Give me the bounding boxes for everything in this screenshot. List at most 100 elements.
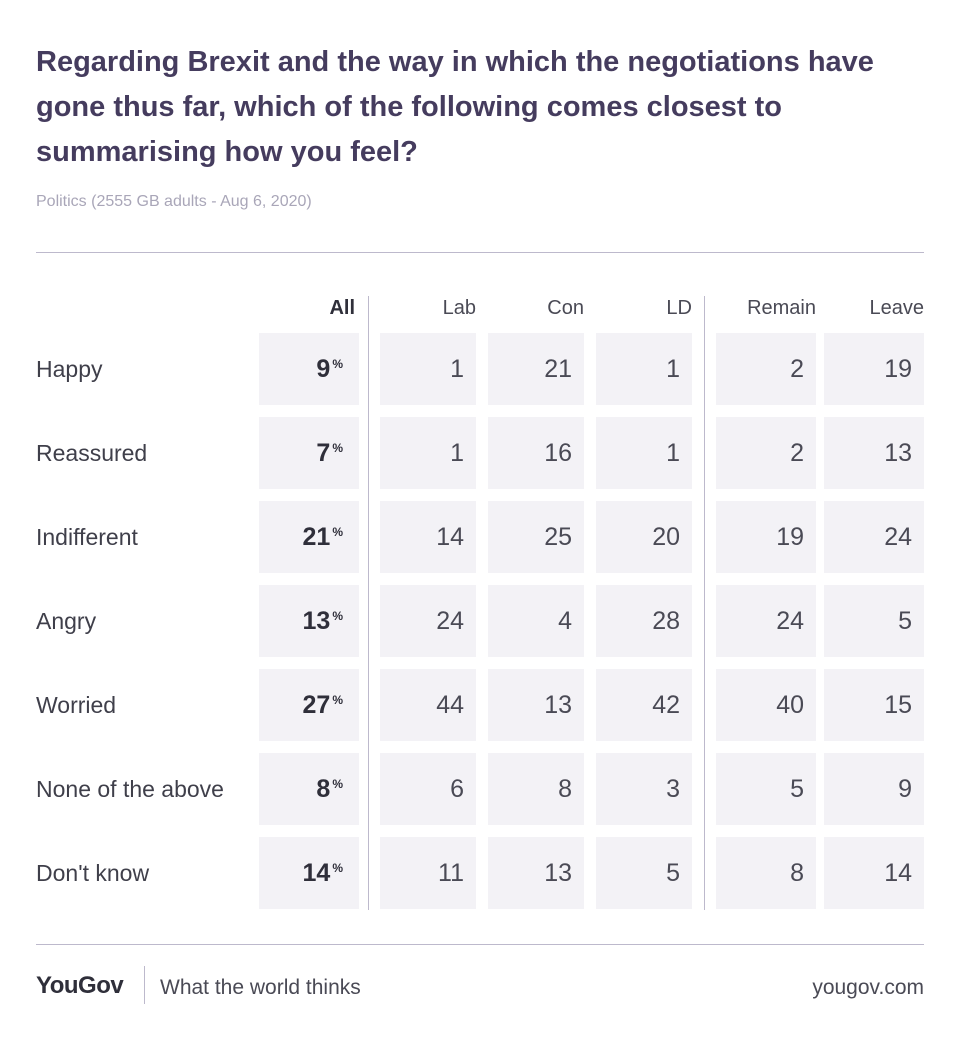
cell-value: 1 [666,354,680,383]
table-cell-con: 16 [488,417,584,489]
table-cell-remain: 40 [716,669,816,741]
cell-value: 24 [884,522,912,551]
row-label: Don't know [36,860,150,886]
cell-value: 4 [558,606,572,635]
column-header-remain: Remain [747,297,816,319]
column-separator-all [368,296,369,910]
table-cell-lab: 44 [380,669,476,741]
column-header-lab: Lab [442,297,476,319]
top-divider [36,252,924,253]
table-cell-con: 4 [488,585,584,657]
percent-symbol: % [332,525,343,539]
footer-tagline: What the world thinks [160,976,361,999]
cell-value: 14 [436,522,464,551]
table-cell-con: 21 [488,333,584,405]
row-label: Happy [36,356,103,382]
row-label: Reassured [36,440,148,466]
cell-value: 42 [652,690,680,719]
table-cell-remain: 2 [716,417,816,489]
column-header-con: Con [547,297,584,319]
table-cell-lab: 11 [380,837,476,909]
cell-value: 7 [316,438,331,467]
table-cell-all: 27% [259,669,359,741]
footer-separator [144,966,145,1004]
cell-value: 11 [438,858,464,887]
table-cell-leave: 15 [824,669,924,741]
cell-value: 8 [558,774,572,803]
cell-value: 9 [898,774,912,803]
percent-symbol: % [332,441,343,455]
column-separator-parties [704,296,705,910]
cell-value: 2 [790,438,804,467]
table-cell-ld: 28 [596,585,692,657]
cell-value: 14 [884,858,912,887]
table-cell-lab: 14 [380,501,476,573]
cell-value: 3 [666,774,680,803]
table-cell-leave: 13 [824,417,924,489]
cell-value: 13 [544,858,572,887]
table-cell-remain: 5 [716,753,816,825]
cell-value: 24 [776,606,804,635]
table-cell-remain: 2 [716,333,816,405]
cell-value: 40 [776,690,804,719]
table-cell-leave: 9 [824,753,924,825]
table-cell-lab: 6 [380,753,476,825]
chart-subtitle: Politics (2555 GB adults - Aug 6, 2020) [36,193,312,210]
yougov-logo: YouGov [36,972,124,999]
table-cell-remain: 19 [716,501,816,573]
percent-symbol: % [332,861,343,875]
cell-value: 13 [544,690,572,719]
table-cell-ld: 1 [596,333,692,405]
percent-symbol: % [332,609,343,623]
cell-value: 1 [666,438,680,467]
cell-value: 15 [884,690,912,719]
table-cell-all: 8% [259,753,359,825]
cell-value: 24 [436,606,464,635]
percent-symbol: % [332,357,343,371]
column-header-all: All [329,297,355,319]
cell-value: 19 [776,522,804,551]
cell-value: 5 [666,858,680,887]
table-cell-all: 13% [259,585,359,657]
table-cell-leave: 19 [824,333,924,405]
cell-value: 8 [316,774,331,803]
cell-value: 5 [898,606,912,635]
footer-site-link[interactable]: yougov.com [812,976,924,999]
table-cell-remain: 8 [716,837,816,909]
column-header-leave: Leave [869,297,925,319]
table-cell-all: 21% [259,501,359,573]
bottom-divider [36,944,924,945]
table-cell-leave: 14 [824,837,924,909]
cell-value: 19 [884,354,912,383]
table-cell-all: 7% [259,417,359,489]
table-cell-leave: 5 [824,585,924,657]
table-cell-lab: 1 [380,417,476,489]
table-cell-con: 13 [488,837,584,909]
cell-value: 9 [316,354,331,383]
cell-value: 1 [450,354,464,383]
cell-value: 2 [790,354,804,383]
cell-value: 14 [302,858,331,887]
table-cell-ld: 5 [596,837,692,909]
cell-value: 44 [436,690,464,719]
cell-value: 28 [652,606,680,635]
table-cell-ld: 1 [596,417,692,489]
table-cell-con: 8 [488,753,584,825]
cell-value: 6 [450,774,464,803]
cell-value: 27 [302,690,331,719]
column-header-ld: LD [666,297,692,319]
table-cell-remain: 24 [716,585,816,657]
cell-value: 13 [302,606,331,635]
row-label: Indifferent [36,524,138,550]
table-cell-lab: 24 [380,585,476,657]
cell-value: 21 [302,522,331,551]
cell-value: 1 [450,438,464,467]
cell-value: 25 [544,522,572,551]
cell-value: 20 [652,522,680,551]
row-label: Angry [36,608,97,634]
table-cell-con: 25 [488,501,584,573]
table-cell-ld: 42 [596,669,692,741]
cell-value: 13 [884,438,912,467]
table-cell-all: 9% [259,333,359,405]
table-cell-all: 14% [259,837,359,909]
